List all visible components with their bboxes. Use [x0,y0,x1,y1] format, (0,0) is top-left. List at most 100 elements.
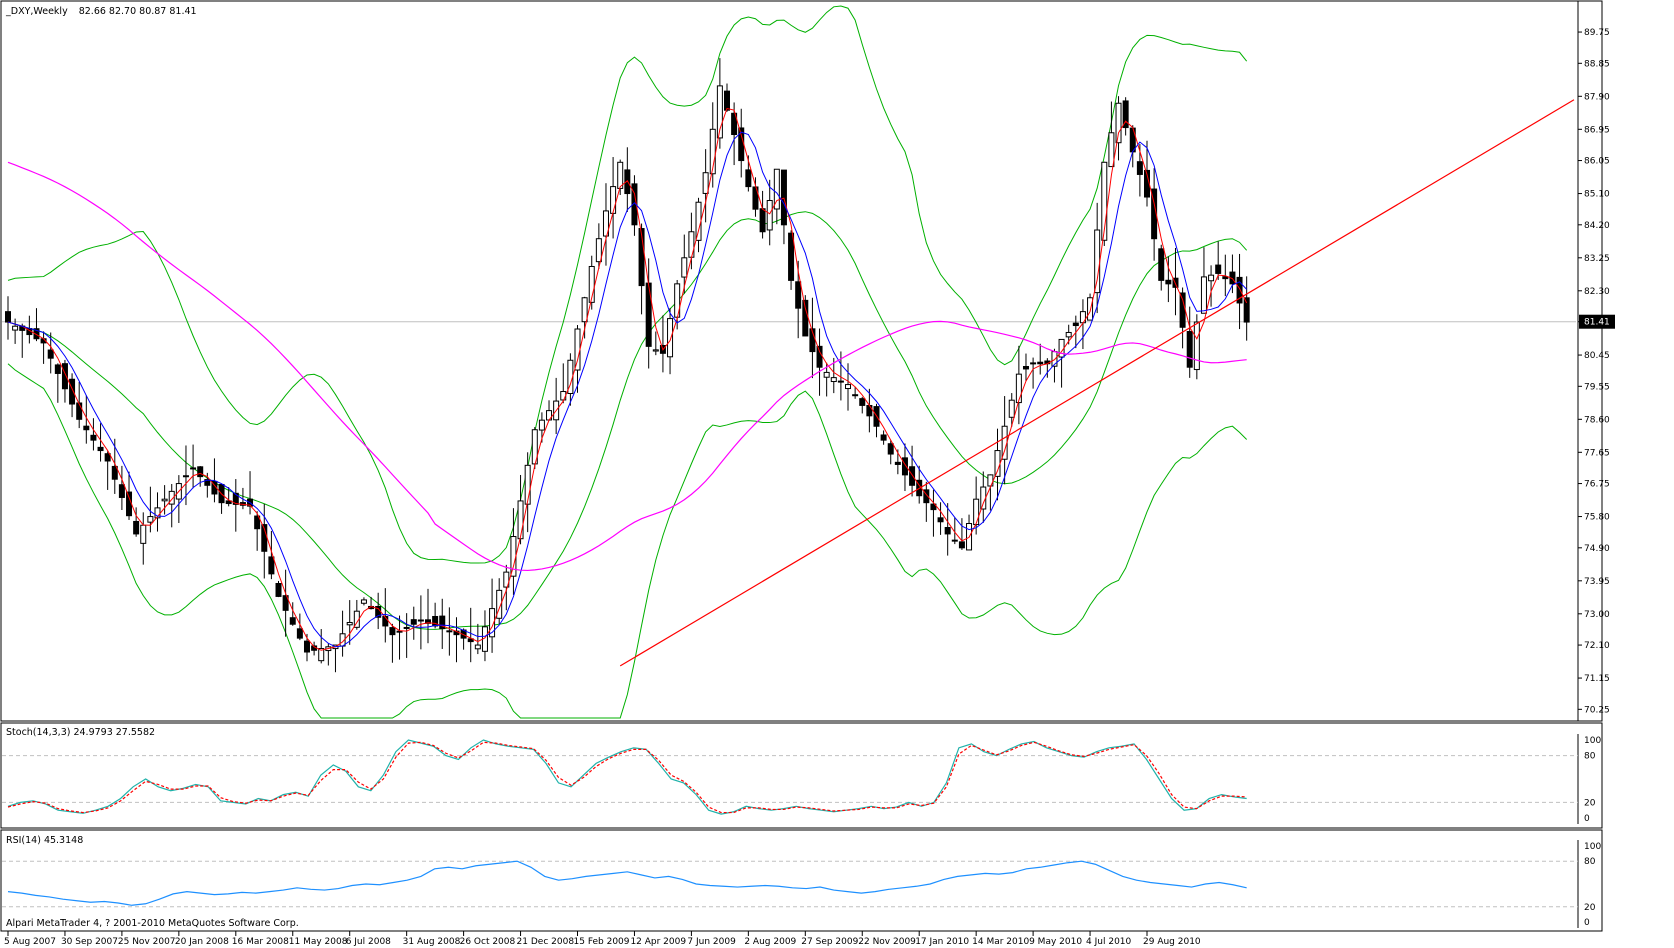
price-tick-label: 89.75 [1584,28,1610,38]
candle-body [204,479,211,486]
candle-body [161,498,168,502]
stoch-signal-line [7,741,1247,814]
support-trendline [619,99,1575,667]
trendline-group [619,99,1575,667]
indicator-tick-label: 0 [1584,918,1590,928]
candle-body [503,571,510,588]
copyright-label: Alpari MetaTrader 4, ? 2001-2010 MetaQuo… [6,918,299,929]
candle-body [845,384,852,390]
candle-body [766,199,773,231]
candle-body [1072,322,1079,327]
candle-body [69,378,76,405]
candle-body [681,257,688,278]
time-tick-label: 16 Mar 2008 [232,937,289,947]
candle-body [731,112,738,136]
candle-body [702,172,709,194]
candle-body [61,363,68,390]
time-tick-label: 2 Aug 2009 [744,937,796,947]
candle-body [126,491,133,517]
rsi-panel [0,829,1603,932]
candle-body [1243,297,1250,323]
candle-body [382,615,389,627]
candle-body [1030,362,1037,365]
candle-body [1065,331,1072,338]
stoch-panel [0,722,1603,829]
candle-body [496,589,503,619]
candle-body [923,489,930,504]
indicator-tick-label: 100 [1584,736,1601,746]
candle-body [282,595,289,611]
candle-body [866,404,873,417]
time-tick-label: 30 Sep 2007 [61,937,118,947]
moving-averages [7,107,1248,651]
candle-body [994,450,1001,477]
candle-body [859,398,866,406]
price-tick-label: 70.25 [1584,705,1610,715]
price-tick-label: 77.65 [1584,448,1610,458]
candle-body [1015,373,1022,404]
price-tick-label: 85.10 [1584,190,1610,200]
price-tick-label: 78.60 [1584,415,1610,425]
ohlc-values: 82.66 82.70 80.87 81.41 [79,6,197,17]
time-tick-label: 26 Oct 2008 [460,937,516,947]
candle-body [104,453,111,462]
time-tick-label: 4 Jul 2010 [1086,937,1131,947]
candle-body [1165,279,1172,285]
candle-body [225,500,232,505]
rsi-line: 100 80 20 0 [2,840,1601,928]
price-tick-label: 84.20 [1584,221,1610,231]
ma-mid-line [7,131,1248,648]
rsi-title: RSI(14) 45.3148 [6,835,83,846]
candle-body [610,186,617,214]
candle-body [232,492,239,505]
candle-body [901,457,908,476]
candle-body [581,297,588,323]
candle-body [268,556,275,575]
candle-body [880,434,887,441]
candle-body [446,630,453,633]
candle-body [190,467,197,470]
indicator-tick-label: 20 [1584,903,1596,913]
time-tick-label: 22 Nov 2009 [858,937,916,947]
candle-body [90,434,97,441]
candle-body [987,474,994,487]
candle-body [140,524,147,544]
candle-body [638,228,645,287]
time-tick-label: 15 Feb 2009 [574,937,630,947]
price-tick-label: 72.10 [1584,641,1610,651]
candle-body [147,516,154,523]
candle-body [780,169,787,226]
candle-body [723,90,730,111]
candle-body [76,402,83,420]
candle-body [944,526,951,535]
candle-body [1022,365,1029,370]
candle-body [318,648,325,662]
candle-body [837,380,844,383]
candle-body [296,628,303,639]
candle-body [1101,161,1108,241]
candle-body [1136,161,1143,175]
bollinger-upper [7,5,1248,564]
candle-body [538,419,545,431]
price-tick-label: 86.05 [1584,157,1610,167]
price-tick-label: 79.55 [1584,382,1610,392]
price-axis: 89.75 88.85 87.90 86.95 86.05 85.10 84.20 83.25… [1577,1,1615,721]
candle-body [958,541,965,549]
time-tick-label: 7 Jun 2009 [687,937,736,947]
candle-body [83,425,90,431]
candle-body [1087,297,1094,321]
indicator-tick-label: 0 [1584,814,1590,824]
time-tick-label: 25 Nov 2007 [118,937,176,947]
candle-body [709,128,716,175]
candle-body [688,231,695,258]
candle-body [1122,100,1129,129]
indicator-tick-label: 100 [1584,842,1601,852]
stoch-lines: 100 80 20 0 [2,734,1601,824]
candle-body [667,318,674,358]
candle-body [1158,248,1165,281]
candle-body [937,517,944,523]
candle-body [1008,399,1015,418]
candle-body [894,461,901,465]
time-tick-label: 31 Aug 2008 [403,937,461,947]
candle-body [930,503,937,511]
